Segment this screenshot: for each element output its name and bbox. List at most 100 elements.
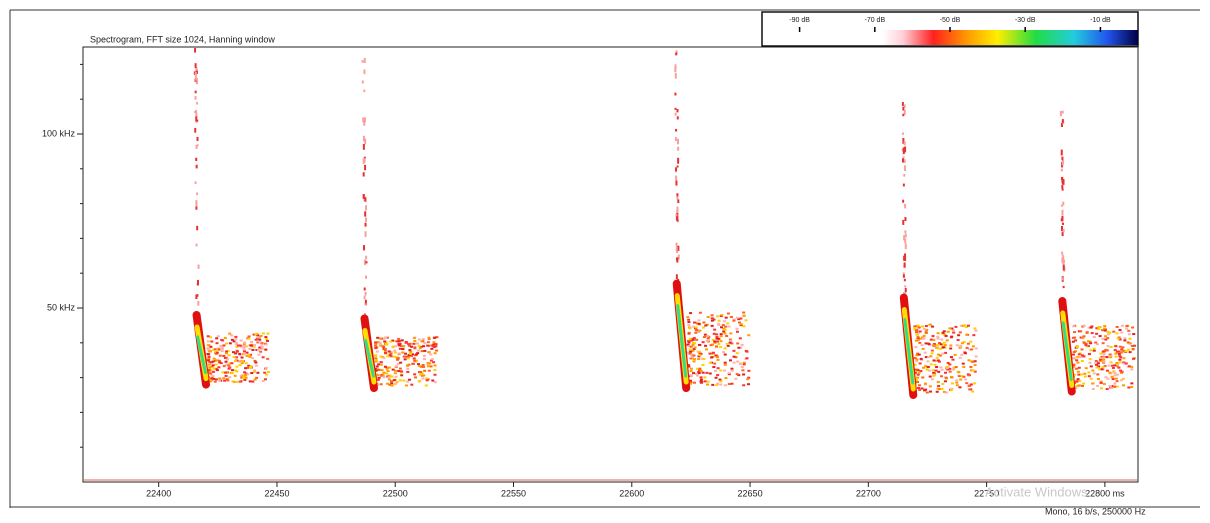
harmonic-trace bbox=[195, 70, 198, 75]
harmonic-trace bbox=[364, 217, 367, 222]
echo-cluster bbox=[238, 364, 242, 367]
echo-cluster bbox=[924, 382, 928, 385]
echo-cluster bbox=[394, 375, 398, 378]
echo-cluster bbox=[950, 327, 954, 330]
echo-cluster bbox=[737, 321, 741, 324]
echo-cluster bbox=[225, 378, 229, 381]
echo-cluster bbox=[264, 336, 268, 339]
echo-cluster bbox=[692, 354, 696, 357]
harmonic-trace bbox=[902, 138, 905, 144]
echo-cluster bbox=[1102, 382, 1106, 385]
echo-cluster bbox=[712, 318, 716, 321]
echo-cluster bbox=[711, 351, 715, 354]
harmonic-trace bbox=[1061, 225, 1064, 232]
echo-cluster bbox=[710, 314, 714, 317]
echo-cluster bbox=[207, 363, 211, 366]
harmonic-trace bbox=[364, 138, 367, 145]
echo-cluster bbox=[217, 348, 221, 351]
echo-cluster bbox=[261, 356, 265, 359]
echo-cluster bbox=[1122, 357, 1126, 360]
echo-cluster bbox=[920, 336, 924, 339]
echo-cluster bbox=[1085, 331, 1089, 334]
harmonic-trace bbox=[1061, 156, 1064, 161]
echo-cluster bbox=[208, 360, 212, 363]
echo-cluster bbox=[973, 364, 977, 367]
harmonic-trace bbox=[677, 199, 680, 204]
echo-cluster bbox=[964, 325, 968, 328]
echo-cluster bbox=[937, 360, 941, 363]
echo-cluster bbox=[723, 353, 727, 356]
echo-cluster bbox=[949, 389, 953, 392]
echo-cluster bbox=[263, 371, 267, 374]
echo-cluster bbox=[1092, 347, 1096, 350]
echo-cluster bbox=[1099, 387, 1103, 390]
harmonic-trace bbox=[904, 233, 907, 238]
echo-cluster bbox=[209, 361, 213, 364]
echo-cluster bbox=[948, 363, 952, 366]
echo-cluster bbox=[689, 375, 693, 378]
echo-cluster bbox=[378, 343, 382, 346]
echo-cluster bbox=[408, 352, 412, 355]
harmonic-trace bbox=[195, 200, 198, 206]
colorbar-tick-label: -10 dB bbox=[1090, 17, 1111, 24]
echo-cluster bbox=[1107, 364, 1111, 367]
echo-cluster bbox=[697, 343, 701, 346]
echo-cluster bbox=[249, 344, 253, 347]
echo-cluster bbox=[692, 348, 696, 351]
echo-cluster bbox=[209, 372, 213, 375]
harmonic-trace bbox=[674, 67, 677, 73]
echo-cluster bbox=[206, 359, 210, 362]
echo-cluster bbox=[955, 381, 959, 384]
echo-cluster bbox=[412, 357, 416, 360]
harmonic-trace bbox=[363, 121, 366, 126]
harmonic-trace bbox=[194, 96, 197, 100]
echo-cluster bbox=[1083, 375, 1087, 378]
echo-cluster bbox=[965, 333, 969, 336]
echo-cluster bbox=[730, 342, 734, 345]
echo-cluster bbox=[415, 353, 419, 356]
echo-cluster bbox=[735, 352, 739, 355]
echo-cluster bbox=[433, 373, 437, 376]
echo-cluster bbox=[729, 339, 733, 342]
echo-cluster bbox=[1077, 353, 1081, 356]
echo-cluster bbox=[265, 337, 269, 340]
echo-cluster bbox=[235, 370, 239, 373]
echo-cluster bbox=[915, 354, 919, 357]
echo-cluster bbox=[212, 357, 216, 360]
echo-cluster bbox=[944, 376, 948, 379]
echo-cluster bbox=[969, 383, 973, 386]
echo-cluster bbox=[1113, 372, 1117, 375]
echo-cluster bbox=[266, 332, 270, 335]
echo-cluster bbox=[1111, 364, 1115, 367]
echo-cluster bbox=[940, 387, 944, 390]
harmonic-trace bbox=[901, 149, 904, 152]
echo-cluster bbox=[1088, 361, 1092, 364]
echo-cluster bbox=[252, 369, 256, 372]
echo-cluster bbox=[234, 343, 238, 346]
echo-cluster bbox=[221, 339, 225, 342]
echo-cluster bbox=[244, 376, 248, 379]
echo-cluster bbox=[383, 347, 387, 350]
echo-cluster bbox=[938, 341, 942, 344]
echo-cluster bbox=[1122, 361, 1126, 364]
colorbar-tick-label: -90 dB bbox=[789, 17, 810, 24]
echo-cluster bbox=[374, 357, 378, 360]
echo-cluster bbox=[689, 339, 693, 342]
harmonic-trace bbox=[674, 92, 677, 96]
harmonic-trace bbox=[1059, 111, 1062, 117]
echo-cluster bbox=[240, 356, 244, 359]
echo-cluster bbox=[416, 363, 420, 366]
harmonic-trace bbox=[903, 159, 906, 164]
echo-cluster bbox=[917, 371, 921, 374]
echo-cluster bbox=[966, 342, 970, 345]
echo-cluster bbox=[688, 383, 692, 386]
echo-cluster bbox=[218, 377, 222, 380]
echo-cluster bbox=[917, 353, 921, 356]
harmonic-trace bbox=[676, 206, 679, 213]
echo-cluster bbox=[747, 369, 751, 372]
echo-cluster bbox=[918, 388, 922, 391]
echo-cluster bbox=[718, 378, 722, 381]
echo-cluster bbox=[945, 365, 949, 368]
echo-cluster bbox=[253, 378, 257, 381]
echo-cluster bbox=[955, 344, 959, 347]
